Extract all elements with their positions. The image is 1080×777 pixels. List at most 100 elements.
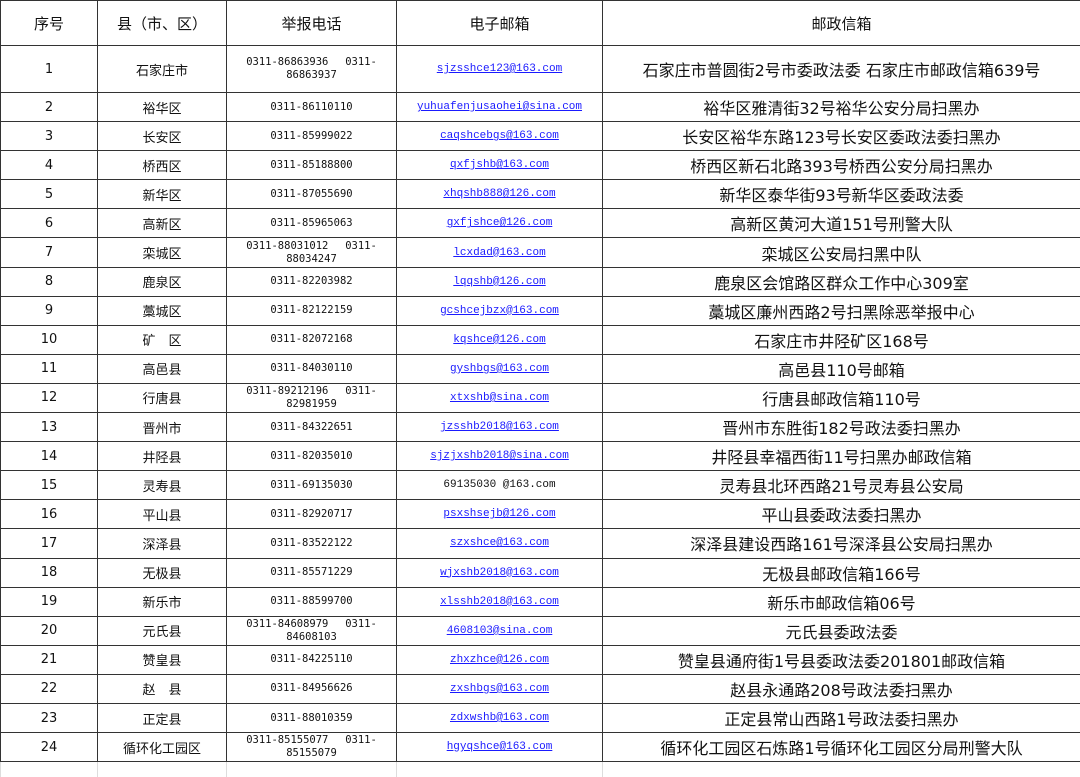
table-row: 4 桥西区 0311-85188800 qxfjshb@163.com 桥西区新石北路3…: [0, 150, 1080, 181]
postal-address: 高新区黄河大道151号刑警大队: [602, 208, 1080, 239]
postal-address: 新乐市邮政信箱06号: [602, 586, 1080, 617]
county-name: 裕华区: [97, 91, 227, 123]
email-link[interactable]: zdxwshb@163.com: [449, 712, 550, 725]
email-cell: qxfjshb@163.com: [396, 150, 603, 181]
phone-number: 0311-86110110: [226, 91, 397, 123]
table-row: 17 深泽县 0311-83522122 szxshce@163.com 深泽县建设西路…: [0, 528, 1080, 559]
table-row: 18 无极县 0311-85571229 wjxshb2018@163.com 无极县邮…: [0, 557, 1080, 588]
email-link[interactable]: wjxshb2018@163.com: [440, 566, 559, 579]
table-row: 3 长安区 0311-85999022 caqshcebgs@163.com 长安区裕华…: [0, 121, 1080, 152]
table-row: 24 循环化工园区 0311-85155077 0311-85155079 hgyqs…: [0, 732, 1080, 763]
row-number: 16: [0, 499, 98, 530]
email-link[interactable]: yuhuafenjusaohei@sina.com: [416, 101, 583, 114]
header-phone: 举报电话: [226, 0, 397, 46]
phone-number: 0311-89212196 0311-82981959: [226, 382, 397, 414]
email-cell: zdxwshb@163.com: [396, 702, 603, 734]
county-name: 平山县: [97, 499, 227, 530]
email-cell: kqshce@126.com: [396, 324, 603, 355]
county-name: 元氏县: [97, 615, 227, 646]
table-row: 6 高新区 0311-85965063 gxfjshce@126.com 高新区黄河大道…: [0, 208, 1080, 239]
postal-address: 裕华区雅清街32号裕华公安分局扫黑办: [602, 91, 1080, 123]
table-row: 16 平山县 0311-82920717 psxshsejb@126.com 平山县委政…: [0, 499, 1080, 530]
email-link[interactable]: szxshce@163.com: [449, 537, 550, 550]
table-row: 7 栾城区 0311-88031012 0311-88034247 lcxdad@16…: [0, 237, 1080, 268]
postal-address: 桥西区新石北路393号桥西公安分局扫黑办: [602, 150, 1080, 181]
county-name: 深泽县: [97, 528, 227, 559]
email-cell: 69135030 @163.com: [396, 470, 603, 501]
header-postal: 邮政信箱: [602, 0, 1080, 46]
email-link[interactable]: sjzsshce123@163.com: [436, 63, 563, 75]
email-cell: jzsshb2018@163.com: [396, 412, 603, 443]
county-name: 高新区: [97, 208, 227, 239]
county-name: 正定县: [97, 702, 227, 734]
email-link[interactable]: lcxdad@163.com: [453, 246, 546, 259]
email-cell: gcshcejbzx@163.com: [396, 295, 603, 326]
empty-cell: [0, 761, 98, 777]
row-number: 9: [0, 295, 98, 326]
email-link[interactable]: gcshcejbzx@163.com: [440, 304, 559, 317]
phone-number: 0311-83522122: [226, 528, 397, 559]
email-link[interactable]: 4608103@sina.com: [446, 624, 553, 637]
table-row: 5 新华区 0311-87055690 xhqshb888@126.com 新华区泰华街…: [0, 179, 1080, 210]
email-cell: xhqshb888@126.com: [396, 179, 603, 210]
phone-number: 0311-82920717: [226, 499, 397, 530]
email-link[interactable]: sjzjxshb2018@sina.com: [430, 450, 569, 463]
email-link[interactable]: jzsshb2018@163.com: [440, 421, 559, 434]
postal-address: 鹿泉区会馆路区群众工作中心309室: [602, 266, 1080, 297]
email-cell: xlsshb2018@163.com: [396, 586, 603, 617]
email-cell: wjxshb2018@163.com: [396, 557, 603, 588]
phone-number: 0311-82072168: [226, 324, 397, 355]
email-link[interactable]: xlsshb2018@163.com: [440, 595, 559, 608]
row-number: 24: [0, 732, 98, 763]
phone-number: 0311-82203982: [226, 266, 397, 297]
email-link[interactable]: gyshbgs@163.com: [449, 362, 550, 375]
header-email: 电子邮箱: [396, 0, 603, 46]
email-text: 69135030 @163.com: [443, 479, 556, 492]
row-number: 14: [0, 441, 98, 472]
county-name: 晋州市: [97, 412, 227, 443]
postal-address: 井陉县幸福西街11号扫黑办邮政信箱: [602, 441, 1080, 472]
table-row: 12 行唐县 0311-89212196 0311-82981959 xtxshb@s…: [0, 382, 1080, 414]
row-number: 13: [0, 412, 98, 443]
email-link[interactable]: lqqshb@126.com: [453, 275, 546, 288]
postal-address: 新华区泰华街93号新华区委政法委: [602, 179, 1080, 210]
email-link[interactable]: xtxshb@sina.com: [449, 391, 550, 404]
postal-address: 石家庄市普圆街2号市委政法委 石家庄市邮政信箱639号: [602, 45, 1080, 93]
email-link[interactable]: caqshcebgs@163.com: [440, 130, 559, 143]
table-row: 8 鹿泉区 0311-82203982 lqqshb@126.com 鹿泉区会馆路区群众…: [0, 266, 1080, 297]
phone-number: 0311-85571229: [226, 557, 397, 588]
header-county: 县（市、区）: [97, 0, 227, 46]
county-name: 无极县: [97, 557, 227, 588]
row-number: 19: [0, 586, 98, 617]
county-name: 藁城区: [97, 295, 227, 326]
email-link[interactable]: hgyqshce@163.com: [446, 741, 553, 754]
phone-number: 0311-85965063: [226, 208, 397, 239]
email-link[interactable]: kqshce@126.com: [453, 333, 546, 346]
county-name: 桥西区: [97, 150, 227, 181]
phone-number: 0311-84956626: [226, 673, 397, 704]
row-number: 1: [0, 45, 98, 93]
email-cell: lqqshb@126.com: [396, 266, 603, 297]
row-number: 23: [0, 702, 98, 734]
email-cell: lcxdad@163.com: [396, 237, 603, 268]
row-number: 10: [0, 324, 98, 355]
email-link[interactable]: zxshbgs@163.com: [449, 682, 550, 695]
county-name: 高邑县: [97, 353, 227, 384]
email-link[interactable]: zhxzhce@126.com: [449, 653, 550, 666]
empty-cell: [396, 761, 603, 777]
phone-number: 0311-84608979 0311-84608103: [226, 615, 397, 646]
postal-address: 赞皇县通府街1号县委政法委201801邮政信箱: [602, 644, 1080, 675]
email-link[interactable]: xhqshb888@126.com: [443, 188, 556, 201]
email-link[interactable]: psxshsejb@126.com: [443, 508, 556, 521]
row-number: 18: [0, 557, 98, 588]
table-row: 10 矿 区 0311-82072168 kqshce@126.com 石家庄市井陉矿区…: [0, 324, 1080, 355]
county-name: 灵寿县: [97, 470, 227, 501]
email-link[interactable]: gxfjshce@126.com: [446, 217, 553, 230]
postal-address: 无极县邮政信箱166号: [602, 557, 1080, 588]
email-link[interactable]: qxfjshb@163.com: [449, 159, 550, 172]
table-row: 15 灵寿县 0311-69135030 69135030 @163.com 灵寿县北环…: [0, 470, 1080, 501]
email-cell: xtxshb@sina.com: [396, 382, 603, 414]
row-number: 21: [0, 644, 98, 675]
table-row: 9 藁城区 0311-82122159 gcshcejbzx@163.com 藁城区廉州…: [0, 295, 1080, 326]
